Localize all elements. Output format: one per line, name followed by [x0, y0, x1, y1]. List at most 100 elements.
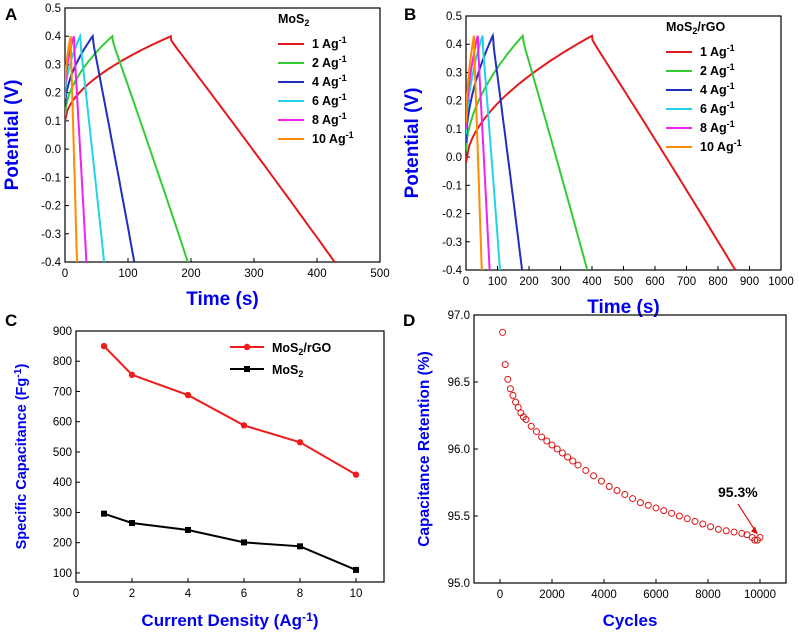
- panel-b-series-line: [466, 34, 737, 270]
- panel-c-xtick-label: 4: [185, 588, 192, 600]
- panel-a-legend-label: 2 Ag-1: [312, 54, 347, 70]
- panel-d-xtick-label: 2000: [539, 589, 565, 601]
- panel-d-plot-frame: [473, 314, 787, 584]
- panel-b-ytick-label: 0.1: [446, 124, 462, 136]
- panel-d-point: [548, 441, 556, 449]
- panel-a-y-axis-label: Potential (V): [2, 80, 23, 191]
- panel-a-series-line: [65, 35, 78, 262]
- panel-d-ytick-label: 96.5: [448, 377, 470, 389]
- panel-d-point: [543, 437, 551, 445]
- panel-a-ytick-label: 0.1: [45, 116, 61, 128]
- panel-a-legend-label: 10 Ag-1: [312, 130, 354, 146]
- panel-d-xtick-label: 4000: [591, 589, 617, 601]
- panel-a-ytick-label: -0.4: [41, 257, 61, 269]
- panel-c-ytick-label: 100: [53, 568, 72, 580]
- panel-c-point: [241, 539, 247, 546]
- panel-a-series-line: [65, 34, 189, 262]
- panel-c-xtick-label: 0: [73, 588, 79, 600]
- panel-c-point: [240, 422, 248, 429]
- panel-b-xtick-label: 600: [645, 276, 664, 288]
- panel-a-xtick-label: 200: [181, 268, 200, 280]
- panel-b-ytick-label: 0.2: [446, 96, 462, 108]
- panel-d-point: [512, 398, 520, 406]
- panel-b-legend-label: 6 Ag-1: [700, 100, 735, 116]
- panel-a-panel-letter: A: [5, 5, 17, 24]
- panel-b-legend-label: 4 Ag-1: [700, 81, 735, 97]
- panel-a-ytick-label: -0.1: [41, 172, 61, 184]
- panel-d-point: [699, 520, 707, 528]
- panel-b-xtick-label: 700: [677, 276, 696, 288]
- panel-c-point: [101, 510, 107, 517]
- panel-c-ytick-label: 800: [53, 356, 72, 368]
- panel-a-xtick-label: 0: [62, 268, 68, 280]
- panel-a-legend-label: 6 Ag-1: [312, 92, 347, 108]
- panel-a-ytick-label: 0.3: [45, 59, 61, 71]
- panel-b-xtick-label: 800: [708, 276, 727, 288]
- panel-a-xtick-label: 500: [370, 268, 389, 280]
- panel-c-x-axis-label: Current Density (Ag-1): [141, 610, 318, 630]
- panel-d-xtick-label: 10000: [744, 589, 776, 601]
- panel-a-series-line: [65, 33, 136, 262]
- panel-b-xtick-label: 100: [488, 276, 507, 288]
- panel-c-point: [185, 526, 191, 533]
- panel-d-point: [514, 403, 522, 411]
- panel-d-x-axis-label: Cycles: [603, 611, 658, 630]
- panel-d-point: [660, 507, 668, 515]
- panel-b-xtick-label: 400: [582, 276, 601, 288]
- panel-c-ytick-label: 600: [53, 417, 72, 429]
- panel-d-point: [553, 445, 561, 453]
- panel-c-xtick-label: 10: [350, 588, 363, 600]
- panel-d-point: [714, 525, 722, 533]
- panel-d-point: [629, 495, 637, 503]
- panel-b-ytick-label: -0.1: [442, 180, 462, 192]
- panel-c-point: [129, 520, 135, 527]
- panel-b-ytick-label: 0.3: [446, 67, 462, 79]
- panel-d-ytick-label: 95.0: [448, 578, 470, 590]
- panel-b-legend-label: 2 Ag-1: [700, 62, 735, 78]
- panel-d-point: [683, 515, 691, 523]
- panel-b-ytick-label: 0.4: [446, 39, 463, 51]
- panel-a-ytick-label: -0.2: [41, 201, 61, 213]
- panel-c-series-line: [103, 345, 357, 476]
- panel-d-point: [652, 504, 660, 512]
- panel-d-y-axis-label: Capacitance Retention (%): [416, 351, 433, 547]
- panel-b-ytick-label: 0.5: [446, 11, 462, 23]
- panel-c-legend-label: MoS2: [272, 363, 303, 379]
- panel-b-legend-label: 10 Ag-1: [700, 138, 742, 154]
- panel-d-point: [582, 466, 590, 474]
- panel-b-xtick-label: 900: [740, 276, 759, 288]
- panel-d-ytick-label: 97.0: [448, 310, 470, 322]
- panel-d-point: [675, 512, 683, 520]
- panel-d-point: [532, 428, 540, 436]
- panel-d-point: [621, 491, 629, 499]
- panel-d-point: [538, 433, 546, 441]
- panel-d-point: [597, 477, 605, 485]
- panel-a-legend-label: 8 Ag-1: [312, 111, 347, 127]
- panel-b-xtick-label: 1000: [768, 276, 794, 288]
- panel-d-annotation: 95.3%: [718, 484, 758, 500]
- panel-d-point: [509, 391, 517, 399]
- panel-d-point: [501, 361, 509, 369]
- panel-b-series-line: [466, 35, 483, 270]
- panel-d-point: [613, 487, 621, 495]
- panel-a-xtick-label: 300: [244, 268, 263, 280]
- panel-b-legend-label: 1 Ag-1: [700, 43, 735, 59]
- panel-c-plot-frame: [75, 330, 385, 583]
- panel-d-point: [636, 499, 644, 507]
- panel-b-ytick-label: -0.4: [442, 265, 462, 277]
- panel-c-point: [128, 371, 136, 379]
- panel-d-point: [668, 509, 676, 517]
- panel-d-point: [564, 453, 572, 461]
- panel-c-point: [184, 391, 192, 399]
- panel-d-xtick-label: 6000: [643, 589, 669, 601]
- panel-d-ytick-label: 96.0: [448, 444, 470, 456]
- panel-a-ytick-label: 0.5: [45, 3, 61, 15]
- panel-d-point: [730, 528, 738, 536]
- panel-b-xtick-label: 300: [551, 276, 570, 288]
- panel-a-ytick-label: -0.3: [41, 229, 61, 241]
- panel-b-xtick-label: 500: [614, 276, 633, 288]
- panel-d-point: [590, 472, 598, 480]
- panel-d-arrow-head: [751, 526, 758, 535]
- panel-d-point: [506, 385, 514, 393]
- panel-d-panel-letter: D: [403, 311, 415, 330]
